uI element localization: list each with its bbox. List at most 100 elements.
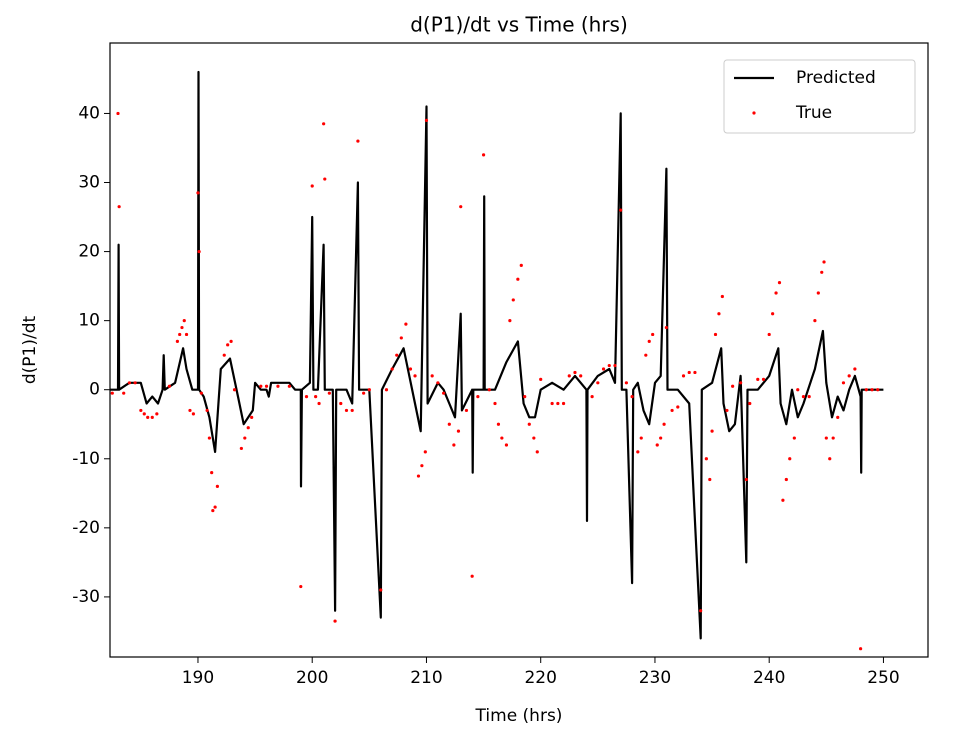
y-tick-label: 20 [78, 242, 100, 262]
scatter-point [379, 588, 383, 592]
scatter-point [207, 436, 211, 440]
scatter-point [226, 343, 230, 347]
scatter-point [876, 388, 880, 392]
scatter-point [761, 377, 766, 381]
scatter-point [196, 191, 200, 195]
y-tick-label: 30 [78, 173, 100, 193]
scatter-point [624, 381, 628, 385]
scatter-point [561, 401, 566, 406]
scatter-point [133, 381, 137, 385]
scatter-point [523, 395, 527, 399]
scatter-point [441, 391, 446, 395]
scatter-point [197, 249, 201, 254]
scatter-point [644, 353, 648, 357]
scatter-point [710, 429, 714, 433]
scatter-point [500, 436, 504, 440]
scatter-point [670, 408, 674, 413]
scatter-point [767, 332, 771, 337]
scatter-point [820, 270, 824, 274]
scatter-point [127, 381, 132, 385]
scatter-point [590, 395, 594, 399]
scatter-point [362, 391, 366, 395]
scatter-point [556, 401, 560, 406]
y-tick-label: -30 [72, 587, 100, 607]
scatter-point [731, 384, 735, 388]
scatter-point [596, 381, 600, 385]
scatter-point [110, 391, 114, 395]
scatter-point [539, 377, 543, 381]
scatter-point [476, 395, 480, 399]
y-tick-label: -10 [72, 449, 100, 469]
scatter-point [175, 339, 180, 343]
scatter-point [116, 111, 120, 116]
scatter-point [117, 205, 121, 209]
scatter-point [784, 477, 788, 482]
scatter-point [493, 401, 497, 406]
scatter-point [390, 367, 394, 371]
scatter-point [447, 422, 451, 426]
scatter-point [796, 388, 800, 392]
scatter-point [436, 381, 440, 385]
scatter-point [259, 384, 263, 388]
scatter-point [339, 401, 343, 406]
scatter-point [822, 260, 826, 264]
scatter-point [250, 415, 254, 419]
scatter-point [420, 464, 424, 468]
scatter-point [601, 367, 606, 371]
scatter-point [327, 391, 331, 395]
scatter-point [792, 436, 796, 440]
scatter-point [519, 263, 523, 267]
scatter-point [350, 408, 354, 413]
scatter-point [853, 367, 857, 371]
scatter-point [243, 436, 247, 440]
scatter-point [550, 401, 554, 406]
scatter-point [573, 370, 577, 375]
scatter-point [452, 443, 456, 447]
scatter-point [310, 184, 314, 188]
scatter-point [662, 422, 666, 426]
scatter-point [532, 436, 536, 440]
scatter-point [459, 205, 463, 209]
scatter-point [323, 177, 327, 181]
scatter-point [756, 377, 760, 381]
scatter-point [367, 388, 371, 392]
scatter-point [788, 457, 792, 461]
scatter-point [182, 319, 186, 323]
scatter-point [299, 584, 303, 589]
scatter-point [659, 436, 663, 440]
scatter-point [664, 325, 668, 330]
scatter-point [824, 436, 828, 440]
scatter-point [647, 339, 651, 343]
scatter-point [847, 374, 851, 378]
scatter-point [831, 436, 835, 440]
scatter-point [215, 484, 219, 489]
scatter-point [693, 370, 697, 375]
x-tick-label: 220 [524, 668, 556, 688]
y-tick-label: -20 [72, 518, 100, 538]
scatter-point [828, 457, 832, 461]
scatter-point [511, 298, 515, 302]
scatter-point [464, 408, 469, 413]
scatter-point [213, 505, 217, 509]
scatter-point [636, 450, 640, 454]
scatter-point [423, 450, 427, 454]
scatter-point [146, 415, 150, 419]
scatter-point [630, 395, 634, 399]
scatter-point [613, 363, 617, 368]
scatter-point [807, 395, 811, 399]
scatter-point [777, 281, 782, 285]
scatter-point [527, 422, 531, 426]
scatter-point [713, 332, 718, 337]
scatter-point [264, 384, 269, 388]
scatter-point [304, 395, 309, 399]
scatter-point [567, 374, 571, 378]
scatter-point [639, 436, 643, 440]
chart-title: d(P1)/dt vs Time (hrs) [410, 13, 628, 37]
scatter-point [413, 374, 417, 378]
scatter-point [836, 415, 840, 419]
scatter-point [699, 609, 703, 613]
scatter-point [188, 408, 192, 413]
scatter-point [858, 647, 863, 651]
scatter-point [813, 319, 817, 323]
plot-frame [109, 42, 929, 658]
